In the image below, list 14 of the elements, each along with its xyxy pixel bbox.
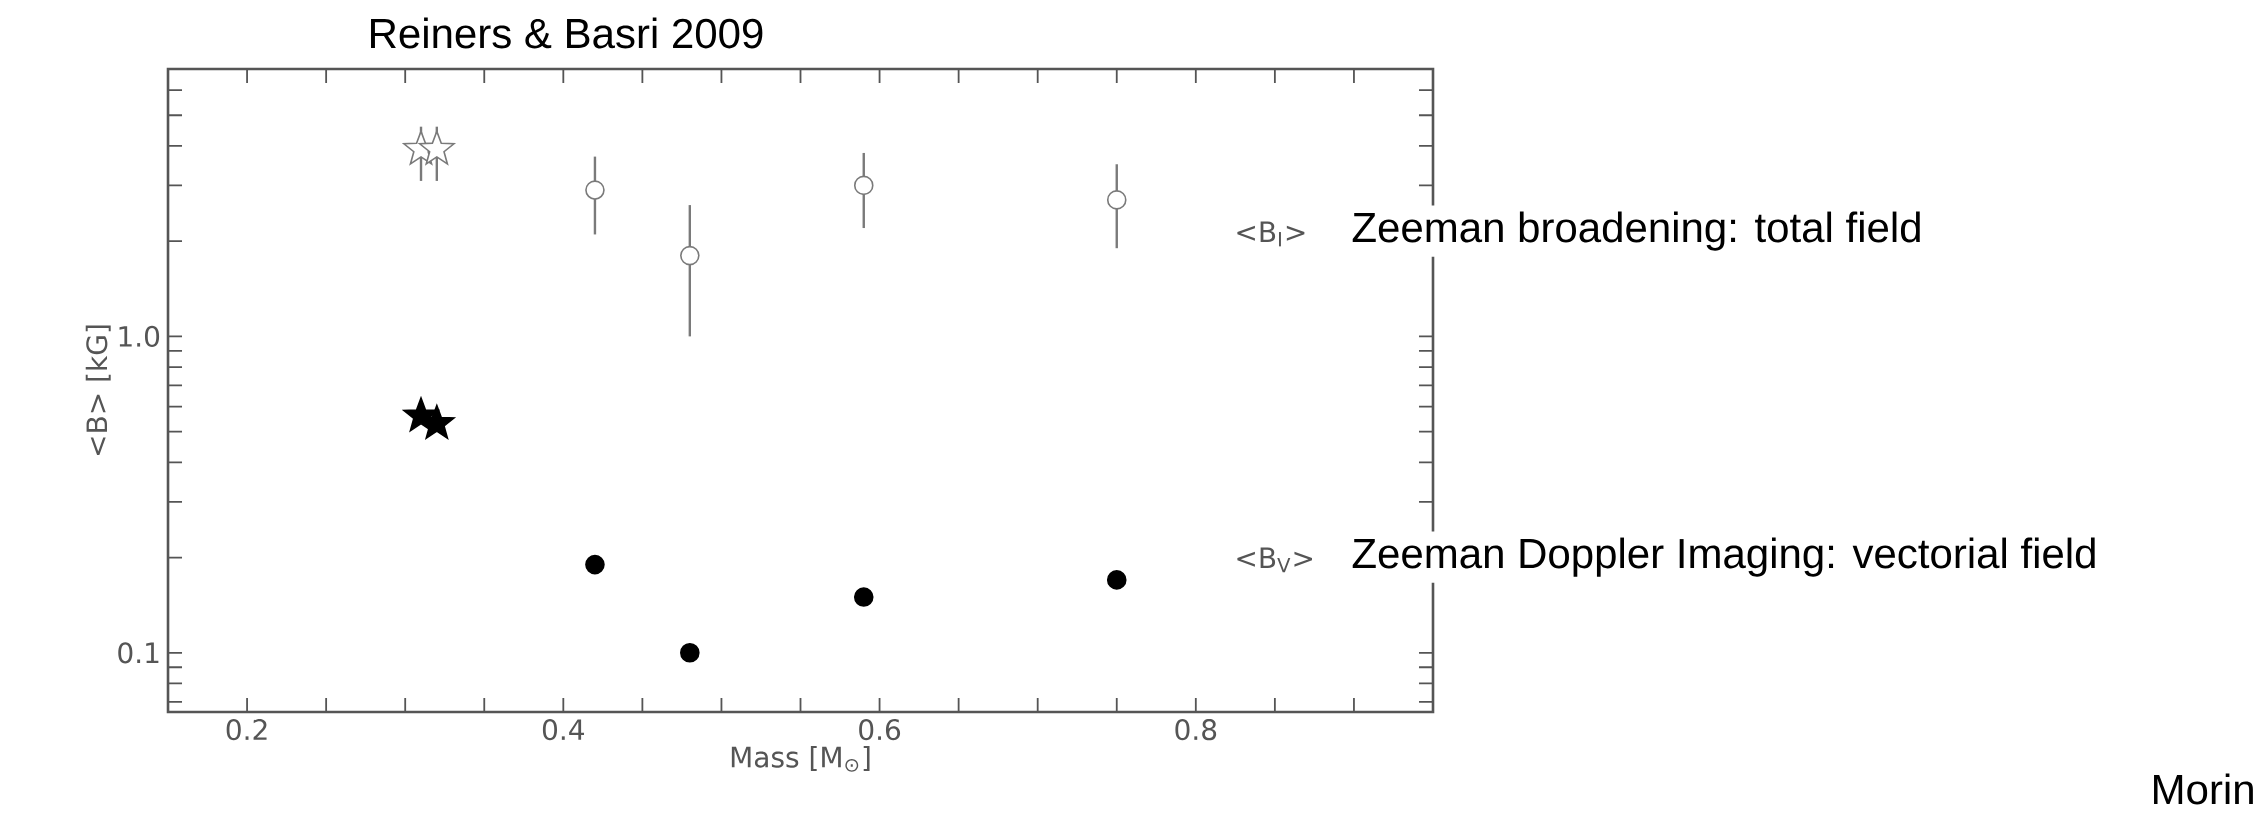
y-tick-label: 0.1 bbox=[118, 642, 159, 664]
text: Morin bbox=[2154, 773, 2253, 805]
y-axis-title: <B> [kG] bbox=[85, 325, 111, 455]
x-axis-title: Mass [M$_{⊙}$] bbox=[731, 745, 870, 772]
x-tick-label: 0.2 bbox=[226, 719, 267, 741]
x-tick-label: 0.8 bbox=[1175, 719, 1217, 741]
annotation: <B$_{I}$> bbox=[1237, 221, 1305, 247]
x-tick-label: 0.4 bbox=[542, 719, 585, 741]
x-tick-label: 0.6 bbox=[859, 719, 901, 741]
y-tick-label: 1.0 bbox=[119, 325, 160, 347]
annotation: Zeeman Doppler Imaging: vectorial field bbox=[1352, 537, 2095, 577]
chart-title: Reiners & Basri 2009 bbox=[371, 17, 763, 49]
annotation: Zeeman broadening: total field bbox=[1352, 211, 1920, 251]
annotation: <B$_{V}$> bbox=[1237, 547, 1312, 573]
